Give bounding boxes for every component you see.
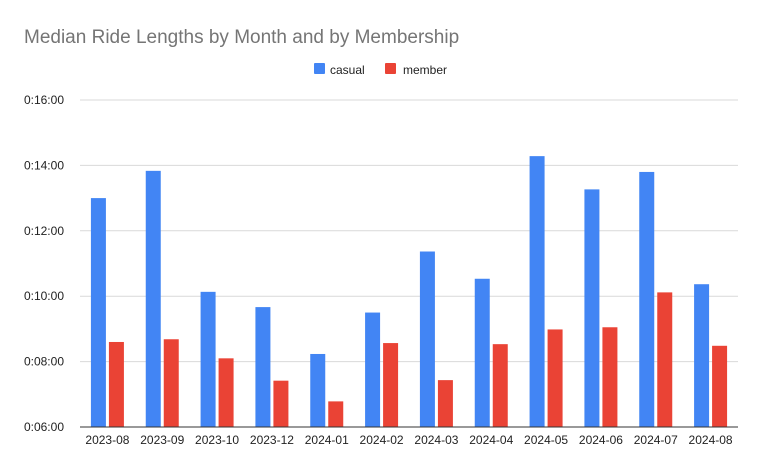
legend-label-casual: casual xyxy=(330,63,365,77)
x-tick-label: 2024-07 xyxy=(634,433,678,447)
x-tick-label: 2024-01 xyxy=(305,433,349,447)
x-tick-label: 2023-08 xyxy=(85,433,129,447)
bar-casual-2023-10 xyxy=(200,291,216,427)
x-tick-label: 2023-09 xyxy=(140,433,184,447)
x-tick-label: 2024-05 xyxy=(524,433,568,447)
legend: casual member xyxy=(314,63,447,77)
bars xyxy=(90,156,728,427)
bar-casual-2024-04 xyxy=(474,278,490,427)
bar-member-2024-05 xyxy=(547,329,563,427)
legend-swatch-casual xyxy=(314,63,325,74)
bar-member-2024-01 xyxy=(328,401,344,427)
x-tick-label: 2024-06 xyxy=(579,433,623,447)
x-tick-label: 2023-12 xyxy=(250,433,294,447)
bar-casual-2024-05 xyxy=(529,156,545,427)
bar-member-2023-10 xyxy=(218,358,234,427)
bar-casual-2024-07 xyxy=(639,171,655,427)
y-axis-ticks: 0:06:00 0:08:00 0:10:00 0:12:00 0:14:00 0:16:… xyxy=(24,93,64,434)
x-tick-label: 2024-03 xyxy=(414,433,458,447)
bar-member-2024-02 xyxy=(383,343,399,427)
bar-member-2024-03 xyxy=(437,380,453,427)
bar-member-2023-08 xyxy=(108,341,124,427)
legend-swatch-member xyxy=(385,63,396,74)
bar-casual-2023-12 xyxy=(255,307,271,427)
y-tick-label: 0:12:00 xyxy=(24,224,64,238)
bar-casual-2023-09 xyxy=(145,170,161,427)
bar-member-2023-09 xyxy=(163,339,179,427)
y-tick-label: 0:08:00 xyxy=(24,355,64,369)
y-tick-label: 0:10:00 xyxy=(24,289,64,303)
y-tick-label: 0:14:00 xyxy=(24,158,64,172)
chart-title: Median Ride Lengths by Month and by Memb… xyxy=(24,27,459,48)
y-tick-label: 0:06:00 xyxy=(24,420,64,434)
x-axis-ticks: 2023-08 2023-09 2023-10 2023-12 2024-01 2024-… xyxy=(85,433,733,447)
x-tick-label: 2024-04 xyxy=(469,433,513,447)
bar-member-2024-06 xyxy=(602,327,618,427)
bar-member-2024-04 xyxy=(492,344,508,427)
gridlines xyxy=(80,99,738,363)
bar-casual-2023-08 xyxy=(90,198,106,427)
bar-member-2023-12 xyxy=(273,380,289,427)
y-tick-label: 0:16:00 xyxy=(24,93,64,107)
x-tick-label: 2023-10 xyxy=(195,433,239,447)
legend-label-member: member xyxy=(403,63,447,77)
bar-casual-2024-03 xyxy=(419,251,435,427)
bar-member-2024-07 xyxy=(657,292,673,427)
x-tick-label: 2024-02 xyxy=(360,433,404,447)
bar-casual-2024-01 xyxy=(310,353,326,427)
bar-casual-2024-02 xyxy=(365,312,381,427)
bar-casual-2024-08 xyxy=(694,284,710,427)
bar-member-2024-08 xyxy=(712,345,728,427)
bar-casual-2024-06 xyxy=(584,189,600,427)
x-tick-label: 2024-08 xyxy=(689,433,733,447)
